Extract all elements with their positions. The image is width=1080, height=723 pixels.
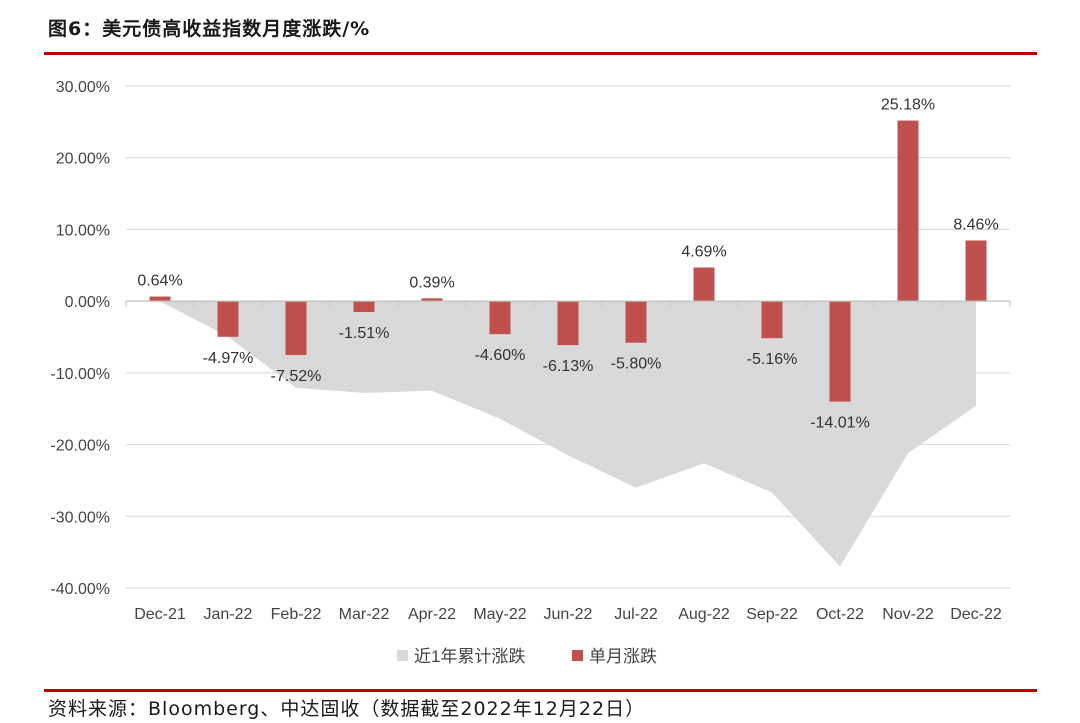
data-label: 8.46%	[953, 216, 998, 233]
monthly-bar-series	[149, 120, 987, 402]
x-axis-tick-labels: Dec-21 Jan-22 Feb-22 Mar-22 Apr-22 May-22 Jun-…	[134, 606, 1002, 623]
x-tick-label: Dec-22	[950, 606, 1002, 623]
x-tick-label: Nov-22	[882, 606, 934, 623]
y-tick-label: -30.00%	[50, 509, 110, 526]
data-label: 25.18%	[881, 97, 935, 114]
bar-oct-22	[829, 301, 851, 402]
data-label: -5.80%	[611, 356, 662, 373]
data-label: -7.52%	[271, 368, 322, 385]
legend-swatch-area	[397, 650, 408, 661]
data-label: -1.51%	[339, 325, 390, 342]
top-rule	[44, 52, 1037, 55]
data-label: 0.64%	[137, 273, 182, 290]
bar-jun-22	[557, 301, 579, 346]
bar-may-22	[489, 301, 511, 335]
bar-aug-22	[693, 267, 715, 302]
legend: 近1年累计涨跌 单月涨跌	[397, 647, 657, 666]
cumulative-area	[160, 301, 976, 567]
data-label: -4.60%	[475, 347, 526, 364]
source-note: 资料来源：Bloomberg、中达固收（数据截至2022年12月22日）	[48, 698, 646, 720]
x-tick-label: Jun-22	[544, 606, 593, 623]
bar-nov-22	[897, 120, 919, 302]
x-axis	[125, 300, 1011, 307]
bar-mar-22	[353, 301, 375, 312]
bar-jul-22	[625, 301, 647, 343]
legend-label-area: 近1年累计涨跌	[414, 647, 525, 666]
bar-dec-22	[965, 240, 987, 302]
bar-sep-22	[761, 301, 783, 339]
x-tick-label: Mar-22	[339, 606, 390, 623]
data-label: -4.97%	[203, 350, 254, 367]
x-tick-label: Feb-22	[271, 606, 322, 623]
legend-label-bar: 单月涨跌	[589, 647, 657, 666]
y-tick-label: -20.00%	[50, 438, 110, 455]
bottom-rule	[44, 689, 1037, 692]
x-tick-label: Dec-21	[134, 606, 186, 623]
y-tick-label: -40.00%	[50, 581, 110, 598]
y-tick-label: 20.00%	[56, 151, 110, 168]
y-tick-label: -10.00%	[50, 366, 110, 383]
x-tick-label: Aug-22	[678, 606, 730, 623]
data-label: -5.16%	[747, 351, 798, 368]
x-tick-label: Sep-22	[746, 606, 798, 623]
x-tick-label: Jul-22	[614, 606, 658, 623]
data-label: -6.13%	[543, 358, 594, 375]
y-axis-tick-labels: 30.00% 20.00% 10.00% 0.00% -10.00% -20.00% -30…	[50, 79, 110, 598]
data-label: -14.01%	[810, 415, 870, 432]
x-tick-label: Jan-22	[204, 606, 253, 623]
x-tick-label: May-22	[473, 606, 526, 623]
x-tick-label: Oct-22	[816, 606, 864, 623]
figure-title: 图6：美元债高收益指数月度涨跌/%	[48, 18, 371, 40]
cumulative-area-series	[160, 301, 976, 567]
bar-jan-22	[217, 301, 239, 337]
y-tick-label: 0.00%	[65, 294, 110, 311]
y-tick-label: 30.00%	[56, 79, 110, 96]
y-tick-label: 10.00%	[56, 222, 110, 239]
data-label: 0.39%	[409, 274, 454, 291]
x-tick-label: Apr-22	[408, 606, 456, 623]
bar-dec-21	[149, 296, 171, 302]
legend-swatch-bar	[572, 650, 583, 661]
data-label: 4.69%	[681, 244, 726, 261]
bar-feb-22	[285, 301, 307, 356]
data-labels: 0.64% -4.97% -7.52% -1.51% 0.39% -4.60% -6.13%…	[137, 97, 998, 432]
bar-apr-22	[421, 298, 443, 302]
